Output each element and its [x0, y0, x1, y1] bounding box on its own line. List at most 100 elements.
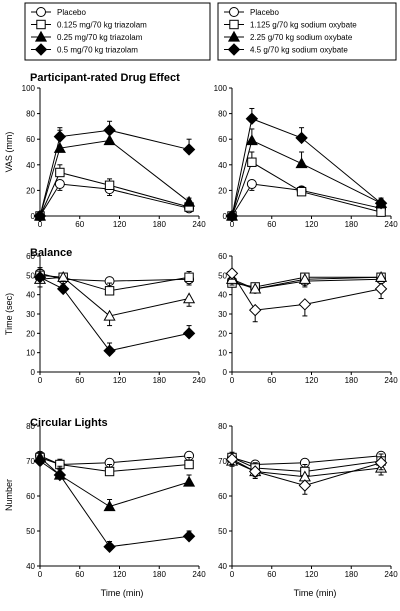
x-tick-label: 0	[38, 570, 43, 579]
x-tick-label: 180	[345, 220, 359, 229]
y-tick-label: 0	[223, 368, 228, 377]
data-point-diamond	[295, 131, 308, 145]
data-point-diamond	[103, 124, 116, 137]
legend-sodium-oxybate: Placebo 1.125 g/70 kg sodium oxybate 2.25 …	[217, 2, 397, 61]
series-diamond	[231, 273, 382, 311]
data-point-square	[104, 466, 115, 477]
data-point-square	[184, 459, 194, 470]
x-tick-label: 120	[305, 570, 319, 579]
series-square	[39, 171, 190, 217]
y-tick-label: 50	[218, 271, 227, 280]
ylabel-circular-lights: Number	[4, 479, 14, 511]
series-circle	[39, 183, 190, 217]
legend-marker-triangle	[34, 30, 48, 42]
series-line	[39, 171, 190, 217]
x-tick-label: 60	[75, 220, 84, 229]
data-point-square	[247, 157, 257, 167]
series-square	[231, 276, 382, 288]
y-tick-label: 100	[22, 84, 36, 93]
y-tick-label: 20	[26, 186, 35, 195]
legend-marker-triangle	[227, 30, 241, 42]
y-tick-label: 60	[26, 252, 35, 261]
x-tick-label: 120	[113, 570, 127, 579]
legend-marker-square	[36, 19, 46, 30]
data-point-diamond	[248, 465, 262, 478]
series-diamond	[39, 276, 190, 352]
y-tick-label: 0	[31, 368, 36, 377]
y-tick-label: 40	[218, 291, 227, 300]
y-tick-label: 40	[218, 161, 227, 170]
y-tick-label: 10	[26, 349, 35, 358]
data-point-triangle	[183, 475, 196, 487]
series-points-diamond	[225, 107, 388, 223]
xlabel-right: Time (min)	[294, 588, 337, 598]
data-point-diamond	[225, 267, 239, 280]
series-line	[39, 183, 190, 217]
legend-entry-label: 0.125 mg/70 kg triazolam	[57, 21, 147, 30]
series-triangle	[231, 460, 382, 478]
x-tick-label: 60	[267, 220, 276, 229]
data-point-diamond	[182, 530, 196, 543]
data-point-triangle	[103, 500, 116, 512]
series-line	[231, 161, 382, 217]
data-point-diamond	[374, 456, 388, 469]
legend-triazolam: Placebo 0.125 mg/70 kg triazolam 0.25 mg/7…	[24, 2, 211, 61]
series-points-square	[35, 164, 194, 221]
series-line	[231, 276, 382, 288]
x-tick-label: 180	[153, 376, 167, 385]
series-line	[39, 457, 190, 473]
data-point-diamond	[53, 468, 67, 482]
panel-r1-c0: 0 60 120 180 240 0 10 20 30 40 50 60	[26, 252, 206, 385]
legends: Placebo 0.125 mg/70 kg triazolam 0.25 mg/7…	[24, 2, 397, 61]
data-point-diamond	[298, 298, 312, 311]
data-point-square	[104, 286, 115, 296]
data-point-diamond	[225, 209, 239, 223]
legend-box	[24, 2, 211, 61]
panel-r2-c0: 0 60 120 180 240 40 50 60 70 80	[26, 422, 206, 579]
legend-entry-label: Placebo	[250, 8, 279, 17]
data-point-diamond	[33, 454, 47, 468]
x-tick-label: 180	[345, 376, 359, 385]
y-tick-label: 40	[26, 291, 35, 300]
y-tick-label: 40	[26, 562, 35, 571]
y-tick-label: 100	[214, 84, 228, 93]
x-tick-label: 240	[192, 376, 206, 385]
x-tick-label: 240	[384, 570, 398, 579]
series-line	[231, 458, 382, 487]
series-line	[231, 455, 382, 466]
y-tick-label: 10	[218, 349, 227, 358]
series-diamond	[231, 118, 382, 217]
series-points-diamond	[225, 267, 388, 323]
series-line	[39, 274, 190, 292]
series-line	[39, 139, 190, 217]
x-tick-label: 120	[113, 376, 127, 385]
ylabel-drug-effect: VAS (mm)	[4, 132, 14, 173]
x-tick-label: 0	[230, 220, 235, 229]
data-point-triangle	[183, 195, 196, 207]
legend-entry-label: 0.5 mg/70 kg triazolam	[57, 46, 138, 55]
legend-entry-label: Placebo	[57, 8, 86, 17]
y-tick-label: 50	[218, 527, 227, 536]
data-point-diamond	[33, 209, 47, 223]
series-triangle	[39, 457, 190, 508]
series-line	[39, 276, 190, 352]
series-line	[39, 129, 190, 217]
series-line	[39, 457, 190, 508]
x-tick-label: 240	[384, 220, 398, 229]
y-tick-label: 50	[26, 271, 35, 280]
legend-entry-label: 0.25 mg/70 kg triazolam	[57, 33, 143, 42]
legend-entry-label: 1.125 g/70 kg sodium oxybate	[250, 21, 357, 30]
series-diamond	[39, 129, 190, 217]
row-title-balance: Balance	[30, 247, 72, 259]
data-point-diamond	[53, 130, 67, 143]
data-point-diamond	[225, 453, 239, 466]
series-diamond	[39, 460, 190, 548]
y-tick-label: 30	[218, 310, 227, 319]
xlabel-left: Time (min)	[101, 588, 144, 598]
y-tick-label: 40	[26, 161, 35, 170]
series-points-diamond	[225, 453, 388, 495]
x-tick-label: 60	[75, 376, 84, 385]
data-point-square	[184, 272, 194, 282]
data-point-square	[296, 186, 307, 197]
x-tick-label: 0	[230, 570, 235, 579]
